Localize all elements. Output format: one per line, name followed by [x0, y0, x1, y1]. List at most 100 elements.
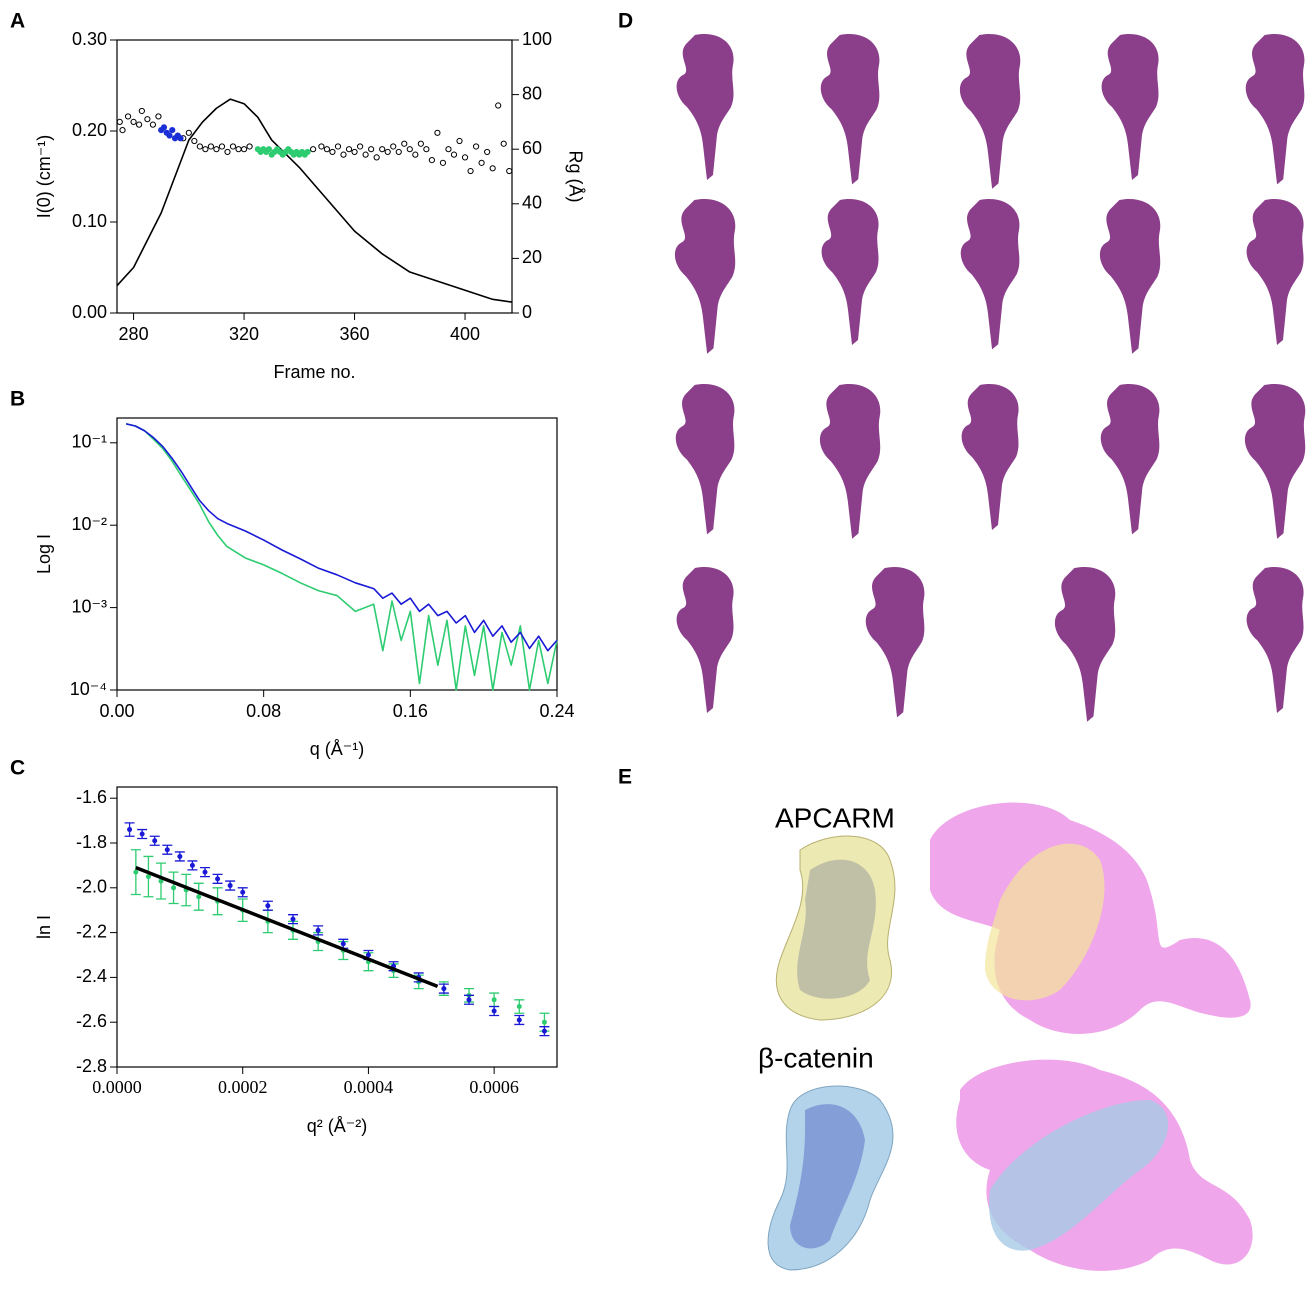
bead-model	[1244, 383, 1306, 539]
data-point	[340, 151, 347, 158]
data-point	[516, 1017, 522, 1023]
y-tick-label: 0.30	[72, 29, 107, 49]
data-point	[265, 903, 271, 909]
data-point	[466, 997, 472, 1003]
data-point	[329, 148, 336, 156]
data-point	[229, 143, 237, 150]
data-point	[166, 132, 173, 139]
data-point	[351, 148, 358, 156]
data-point	[139, 831, 145, 837]
bead-model	[865, 567, 925, 718]
data-point	[191, 137, 198, 145]
bead-models	[674, 33, 1306, 722]
structure-label: APCARM	[775, 802, 895, 833]
y-tick-label: 0.10	[72, 211, 107, 231]
y-tick-label: -1.6	[76, 787, 107, 807]
y-axis-title: ln I	[34, 915, 54, 939]
bead-model	[820, 34, 880, 185]
x-axis-title: q² (Å⁻²)	[307, 1116, 368, 1136]
data-point	[541, 1028, 547, 1034]
data-point	[124, 113, 132, 120]
data-point	[185, 129, 192, 136]
bead-model	[674, 198, 736, 354]
plot-frame	[116, 417, 558, 691]
data-point	[489, 165, 496, 172]
structure-label: β-catenin	[758, 1042, 874, 1073]
bead-model	[676, 34, 734, 180]
data-point	[177, 135, 184, 142]
y2-tick-label: 0	[522, 302, 532, 322]
x-tick-label: 0.24	[539, 701, 574, 721]
x-tick-label: 0.0002	[218, 1077, 268, 1097]
x-tick-label: 360	[340, 324, 370, 344]
x-tick-label: 280	[119, 324, 149, 344]
x-tick-label: 400	[450, 324, 480, 344]
data-point	[196, 143, 203, 150]
data-point	[304, 148, 311, 156]
bead-model	[961, 384, 1019, 530]
x-tick-label: 0.0006	[469, 1077, 519, 1097]
y-tick-label: -2.6	[76, 1011, 107, 1031]
data-point	[160, 124, 168, 131]
y-tick-label: -2.0	[76, 877, 107, 897]
data-point	[506, 167, 513, 175]
plot-frame	[116, 786, 558, 1068]
data-point	[202, 869, 208, 875]
data-point	[390, 143, 397, 150]
data-point	[434, 129, 441, 136]
data-point	[196, 894, 202, 900]
data-point	[152, 838, 158, 844]
data-point	[516, 1004, 522, 1010]
data-point	[290, 916, 296, 922]
data-point	[491, 1008, 497, 1014]
data-point	[384, 148, 391, 156]
data-point	[340, 941, 346, 947]
structure-panel: APCARM β-catenin	[758, 802, 1253, 1271]
data-point	[395, 148, 402, 156]
data-line	[125, 423, 558, 691]
x-tick-label: 0.0000	[92, 1077, 142, 1097]
data-point	[461, 154, 469, 161]
data-point	[116, 118, 123, 126]
data-point	[119, 126, 126, 134]
plot-frame	[116, 39, 513, 314]
data-point	[138, 107, 145, 115]
data-point	[472, 143, 480, 150]
data-point	[213, 146, 220, 153]
y-tick-label: 0.00	[72, 302, 107, 322]
data-point	[356, 143, 364, 150]
y-tick-label: 10⁻²	[71, 514, 107, 534]
bead-model	[676, 567, 734, 713]
y-axis-title: I(0) (cm⁻¹)	[34, 135, 54, 218]
data-point	[155, 113, 162, 120]
x-axis-title: q (Å⁻¹)	[310, 739, 365, 759]
data-point	[323, 146, 331, 153]
data-point	[439, 159, 447, 166]
data-point	[484, 148, 491, 156]
data-point	[406, 146, 413, 153]
bead-model	[1101, 34, 1159, 180]
data-point	[164, 847, 170, 853]
data-point	[412, 151, 419, 158]
panel-letter: A	[10, 10, 25, 33]
data-point	[315, 927, 321, 933]
data-point	[318, 143, 325, 150]
data-point	[171, 885, 177, 891]
bead-model	[1100, 384, 1160, 535]
data-line	[125, 423, 558, 652]
data-line	[116, 98, 513, 303]
y-tick-label: -2.2	[76, 921, 107, 941]
data-line	[135, 866, 439, 988]
bead-model	[821, 199, 879, 345]
data-point	[373, 154, 380, 161]
y-tick-label: 10⁻¹	[71, 432, 107, 452]
data-point	[240, 889, 246, 895]
x-axis-title: Frame no.	[273, 362, 355, 382]
y-tick-label: -2.4	[76, 966, 107, 986]
data-point	[401, 140, 408, 147]
bead-model	[959, 33, 1021, 189]
ribbon	[790, 1104, 865, 1249]
y2-tick-label: 100	[522, 29, 552, 49]
